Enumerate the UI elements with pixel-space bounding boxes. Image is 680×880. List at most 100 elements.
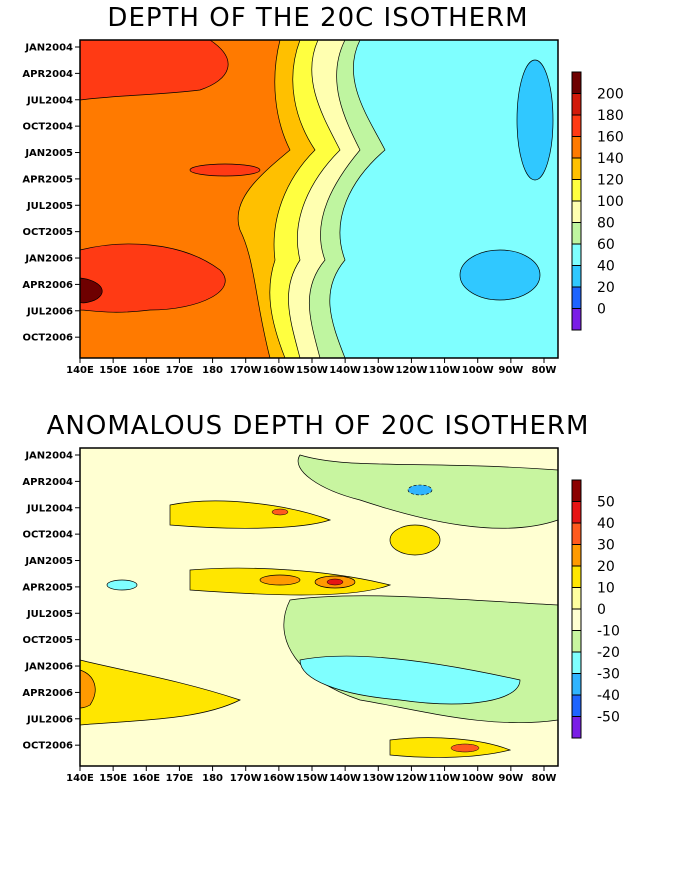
chart2-contour-10-d: [389, 737, 512, 758]
chart2-colorbar-label: 40: [597, 516, 615, 532]
chart2-ytick-label: JUL2004: [26, 503, 73, 514]
chart2-xtick-label: 100W: [462, 773, 494, 784]
chart1-colorbar-label: 180: [597, 108, 624, 124]
chart2-colorbar-label: 20: [597, 559, 615, 575]
chart2-colorbar-segment: [572, 652, 581, 674]
chart1-xtick-label: 80W: [532, 365, 557, 376]
chart1-xtick-label: 130W: [362, 365, 394, 376]
chart2-xtick-label: 160E: [132, 773, 160, 784]
chart1-colorbar-label: 100: [597, 194, 624, 210]
chart1-xtick-label: 150W: [296, 365, 328, 376]
chart2-colorbar-label: -50: [597, 710, 620, 726]
chart2-ytick-label: OCT2006: [23, 741, 74, 752]
chart2-ytick-label: JAN2005: [24, 556, 73, 567]
chart2-frame: [79, 447, 559, 767]
chart2-ytick-label: OCT2005: [23, 635, 74, 646]
chart1-xtick-label: 110W: [429, 365, 461, 376]
chart2-colorbar-label: -10: [597, 624, 620, 640]
chart1-xtick-label: 90W: [498, 365, 523, 376]
chart1-xtick-label: 150E: [99, 365, 127, 376]
chart2-colorbar-label: -20: [597, 645, 620, 661]
chart2-contour-10-a: [79, 659, 241, 726]
chart2-contour-neg30: [407, 484, 433, 496]
chart2-ticks: JAN2004 APR2004 JUL2004 OCT2004 JAN2005 APR20…: [22, 451, 556, 785]
chart1-ticks: JAN2004 APR2004 JUL2004 OCT2004 JAN2005 APR20…: [22, 43, 556, 377]
chart2-colorbar-segment: [572, 716, 581, 738]
chart2-colorbar-segment: [572, 609, 581, 631]
chart1-frame: [79, 39, 559, 359]
chart2-colorbar-segment: [572, 523, 581, 545]
chart2-ytick-label: OCT2004: [23, 530, 74, 541]
chart1-colorbar-label: 40: [597, 259, 615, 275]
chart2-colorbar-label: 50: [597, 495, 615, 511]
chart1-colorbar-segment: [572, 222, 581, 244]
chart1-contour-180-a: [79, 39, 229, 101]
chart2-xtick-label: 160W: [263, 773, 295, 784]
chart1-ytick-label: OCT2006: [23, 333, 74, 344]
chart1-xtick-label: 170E: [166, 365, 194, 376]
chart1-ytick-label: OCT2004: [23, 122, 74, 133]
chart1-colorbar-label: 200: [597, 87, 624, 103]
chart2-colorbar-label: -40: [597, 688, 620, 704]
chart1-colorbar-label: 80: [597, 216, 615, 232]
chart2-xtick-label: 180: [202, 773, 223, 784]
chart2-colorbar-segment: [572, 630, 581, 652]
chart2-contour-20-d: [450, 743, 480, 753]
chart1-colorbar-segment: [572, 265, 581, 287]
chart1-contour-180-b: [79, 243, 226, 313]
chart2-xtick-label: 170E: [166, 773, 194, 784]
chart2-contour-20-e: [271, 508, 289, 516]
chart2-colorbar-segment: [572, 673, 581, 695]
chart1-colorbar-segment: [572, 136, 581, 158]
chart2-contour-neg20: [299, 655, 521, 705]
chart1-colorbar-segment: [572, 287, 581, 309]
chart1-xtick-label: 140E: [66, 365, 94, 376]
chart2-colorbar: 50 40 30 20 10 0 -10 -20 -30 -40 -50: [571, 479, 620, 739]
chart2-ytick-label: JUL2006: [26, 714, 73, 725]
chart1-ytick-label: JUL2005: [26, 201, 73, 212]
chart2-xtick-label: 130W: [362, 773, 394, 784]
chart1-ytick-label: JUL2004: [26, 95, 73, 106]
chart1-plot: [79, 39, 558, 359]
chart1-ytick-label: JUL2006: [26, 306, 73, 317]
chart2-contour-10-c: [169, 500, 332, 529]
chart1-colorbar-segment: [572, 72, 581, 94]
chart1-colorbar-label: 160: [597, 130, 624, 146]
chart1-colorbar-label: 120: [597, 173, 624, 189]
chart2-xtick-label: 80W: [532, 773, 557, 784]
chart1-colorbar-label: 20: [597, 280, 615, 296]
chart2-contour-20-b: [259, 574, 301, 586]
chart1-colorbar-segment: [572, 201, 581, 223]
chart1-xtick-label: 140W: [329, 365, 361, 376]
chart1-colorbar-label: 0: [597, 302, 606, 318]
chart2-xtick-label: 110W: [429, 773, 461, 784]
chart1-colorbar-segment: [572, 158, 581, 180]
chart2-colorbar-label: 0: [597, 602, 606, 618]
chart2-ytick-label: APR2004: [22, 477, 73, 488]
chart2-ytick-label: APR2005: [22, 582, 73, 593]
chart2-xtick-label: 170W: [230, 773, 262, 784]
chart2-xtick-label: 150W: [296, 773, 328, 784]
chart2-ytick-label: JAN2006: [24, 662, 73, 673]
chart2-colorbar-segment: [572, 566, 581, 588]
chart2-colorbar-label: 30: [597, 538, 615, 554]
chart1-ytick-label: APR2004: [22, 69, 73, 80]
chart2-xtick-label: 150E: [99, 773, 127, 784]
chart1-xtick-label: 180: [202, 365, 223, 376]
chart1-xtick-label: 120W: [395, 365, 427, 376]
chart2-ytick-label: APR2006: [22, 688, 73, 699]
chart1-xtick-label: 160E: [132, 365, 160, 376]
chart2-xtick-label: 140E: [66, 773, 94, 784]
chart2-colorbar-segment: [572, 480, 581, 502]
chart2-contour-10-e: [389, 524, 441, 556]
chart2-colorbar-segment: [572, 587, 581, 609]
chart2-colorbar-segment: [572, 544, 581, 566]
chart1-title: DEPTH OF THE 20C ISOTHERM: [107, 3, 528, 33]
chart2-xtick-label: 120W: [395, 773, 427, 784]
chart1-xtick-label: 100W: [462, 365, 494, 376]
chart1-colorbar-segment: [572, 179, 581, 201]
chart1-colorbar-segment: [572, 308, 581, 330]
chart2-colorbar-label: -30: [597, 667, 620, 683]
